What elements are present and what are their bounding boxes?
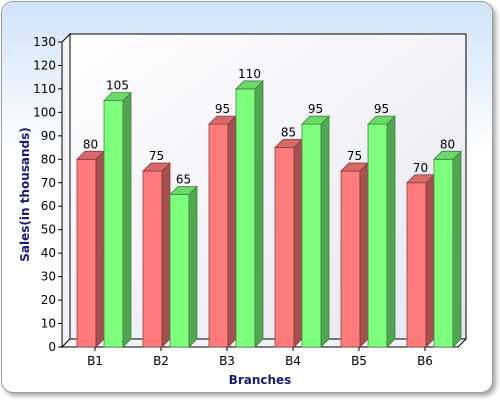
y-tick-label: 0 — [48, 340, 56, 354]
bar-front — [169, 194, 190, 348]
bar-side — [95, 150, 105, 348]
bar-front — [367, 123, 388, 348]
bar-front — [142, 170, 163, 348]
bar-chart: 0 10 20 30 40 50 60 70 80 90 100 110 120 130 80 105 75 6… — [18, 32, 468, 387]
bar-side — [320, 115, 330, 348]
bar — [76, 150, 105, 348]
y-tick-label: 130 — [33, 35, 56, 49]
bar-front — [235, 88, 256, 348]
x-tick-label: B3 — [219, 354, 235, 368]
data-label: 80 — [83, 137, 98, 151]
x-tick-label: B1 — [87, 354, 103, 368]
bar-top — [301, 115, 330, 125]
bar-front — [301, 123, 322, 348]
bar-side — [293, 138, 303, 348]
x-axis-title: Branches — [229, 373, 292, 387]
bar-front — [103, 100, 124, 348]
bar-side — [452, 150, 462, 348]
bar-front — [208, 123, 229, 348]
bar-front — [274, 147, 295, 348]
y-tick-label: 110 — [33, 82, 56, 96]
bar — [433, 150, 462, 348]
data-label: 65 — [176, 173, 191, 187]
bar-side — [386, 115, 396, 348]
data-label: 75 — [347, 149, 362, 163]
bar — [274, 138, 303, 348]
data-label: 110 — [238, 67, 261, 81]
data-label: 80 — [440, 137, 455, 151]
bar — [169, 185, 198, 348]
chart-frame: 0 10 20 30 40 50 60 70 80 90 100 110 120 130 80 105 75 6… — [1, 1, 493, 393]
bar-front — [406, 182, 427, 348]
bar-top — [169, 186, 198, 195]
bar — [142, 162, 171, 348]
x-tick-label: B4 — [285, 354, 301, 368]
y-tick-label: 90 — [41, 129, 56, 143]
bar — [301, 115, 330, 348]
y-tick-label: 60 — [41, 199, 56, 213]
bar-side — [359, 162, 369, 348]
x-tick-label: B5 — [351, 354, 367, 368]
y-axis-title: Sales(in thousands) — [18, 127, 32, 262]
bar — [340, 162, 369, 348]
y-tick-label: 10 — [41, 317, 56, 331]
y-tick-label: 120 — [33, 58, 56, 72]
y-tick-label: 100 — [33, 105, 56, 119]
y-tick-label: 50 — [41, 223, 56, 237]
y-tick-label: 70 — [41, 176, 56, 190]
bar — [367, 115, 396, 348]
data-label: 70 — [413, 161, 428, 175]
data-label: 105 — [106, 79, 129, 93]
bar-front — [433, 158, 454, 348]
bar-top — [103, 92, 132, 102]
y-tick-label: 80 — [41, 152, 56, 166]
y-tick-label: 20 — [41, 293, 56, 307]
data-label: 95 — [215, 102, 230, 116]
bar-top — [142, 162, 171, 172]
y-tick-label: 40 — [41, 246, 56, 260]
bar-top — [367, 115, 396, 125]
y-tick-label: 30 — [41, 270, 56, 284]
bar-front — [340, 170, 361, 348]
bar-side — [161, 162, 171, 348]
bar-top — [235, 80, 264, 90]
bar-front — [76, 158, 97, 348]
data-label: 85 — [281, 126, 296, 140]
bar-top — [433, 150, 462, 160]
x-tick-label: B2 — [153, 354, 169, 368]
plot-side-wall — [61, 32, 71, 349]
bar — [208, 115, 237, 348]
data-label: 75 — [149, 149, 164, 163]
bar — [235, 79, 264, 348]
bar — [103, 91, 132, 348]
bar-side — [188, 185, 198, 348]
data-label: 95 — [374, 102, 389, 116]
bar-side — [425, 173, 435, 348]
x-tick-label: B6 — [417, 354, 433, 368]
bar — [406, 173, 435, 348]
data-label: 95 — [308, 102, 323, 116]
bar-side — [122, 91, 132, 348]
bar-side — [227, 115, 237, 348]
bar-side — [254, 79, 264, 348]
